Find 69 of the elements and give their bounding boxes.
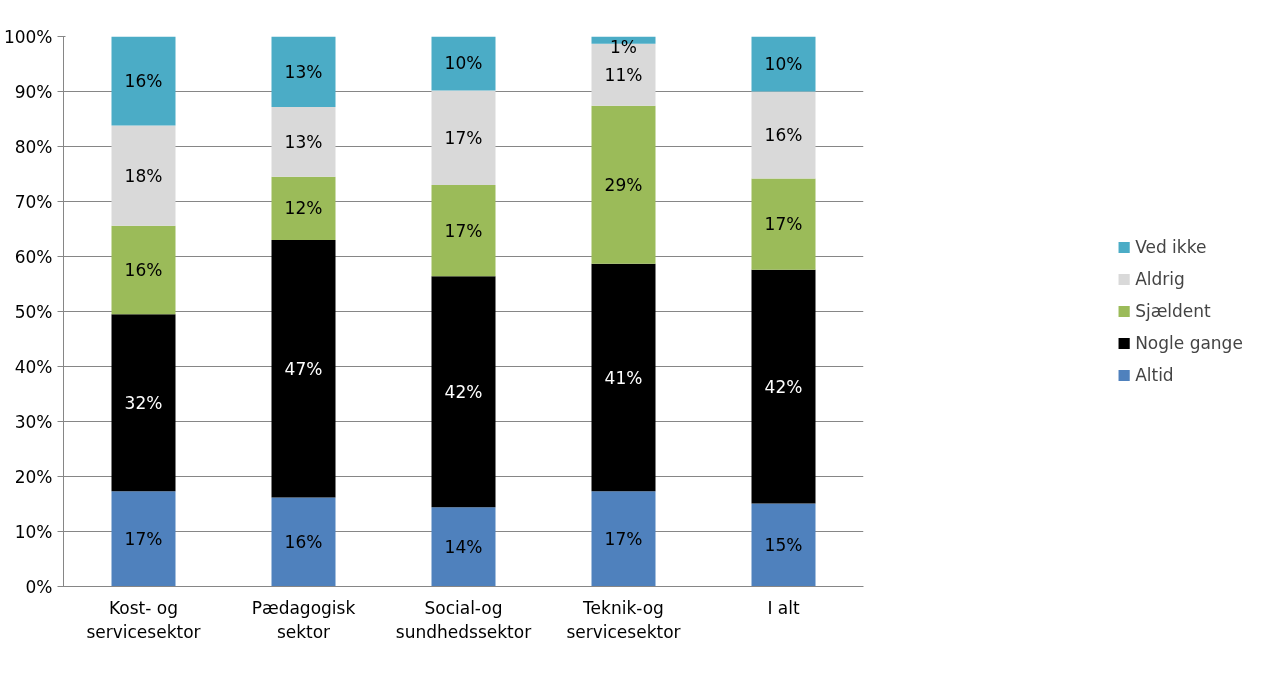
bar (271, 240, 336, 498)
bar (111, 125, 176, 226)
data-label: 16% (124, 259, 163, 280)
data-label: 1% (610, 36, 637, 57)
x-tick-label: Teknik-og servicesektor (566, 597, 681, 642)
y-tick-label: 30% (14, 411, 53, 432)
y-tick-label: 20% (14, 466, 53, 487)
bar (271, 36, 336, 107)
data-label: 18% (124, 165, 163, 186)
data-label: 42% (444, 381, 483, 402)
data-label: 10% (764, 54, 803, 74)
data-label: 17% (124, 528, 163, 549)
bar (751, 36, 816, 92)
y-tick-label: 10% (14, 521, 53, 542)
x-tick-label: Pædagogisk sektor (251, 597, 356, 642)
legend-label: Sjældent (1135, 301, 1211, 321)
bar (271, 106, 336, 177)
data-label: 13% (284, 131, 323, 152)
data-label: 17% (604, 528, 643, 549)
legend-label: Altid (1135, 365, 1174, 385)
bar (111, 36, 176, 126)
bar (431, 185, 496, 277)
y-tick-label: 50% (14, 301, 53, 322)
bar (271, 176, 336, 240)
bar (431, 276, 496, 508)
data-label: 42% (764, 376, 803, 397)
x-tick-label: Kost- og servicesektor (86, 597, 201, 642)
data-label: 17% (444, 127, 483, 148)
y-tick-label: 90% (14, 81, 53, 102)
bar (111, 491, 176, 587)
data-label: 14% (444, 536, 483, 557)
data-label: 11% (604, 64, 643, 85)
data-label: 29% (604, 174, 643, 195)
bar (751, 178, 816, 270)
bar (751, 91, 816, 179)
y-tick-label: 80% (14, 136, 53, 157)
bar (271, 497, 336, 587)
data-label: 16% (764, 124, 803, 145)
bar (431, 36, 496, 91)
legend-label: Aldrig (1135, 269, 1185, 289)
bar (431, 507, 496, 587)
y-tick-label: 60% (14, 246, 53, 267)
data-label: 10% (444, 53, 483, 74)
y-tick-label: 100% (3, 26, 53, 47)
legend-label: Ved ikke (1135, 237, 1207, 257)
bar (591, 263, 656, 492)
data-label: 47% (284, 358, 323, 379)
x-tick-label: I alt (767, 597, 800, 618)
data-label: 17% (764, 214, 803, 235)
x-tick-label: Social-og sundhedssektor (395, 597, 532, 642)
data-label: 16% (124, 71, 163, 92)
data-label: 41% (604, 367, 643, 388)
legend-label: Nogle gange (1135, 333, 1243, 353)
data-label: 13% (284, 61, 323, 82)
bar (111, 225, 176, 315)
bar (751, 503, 816, 587)
y-tick-label: 0% (25, 576, 53, 597)
y-tick-label: 40% (14, 356, 53, 377)
y-tick-label: 70% (14, 191, 53, 212)
data-label: 32% (124, 392, 163, 413)
data-label: 12% (284, 198, 323, 219)
bar (591, 491, 656, 587)
bar (431, 90, 496, 185)
bar (751, 269, 816, 504)
data-label: 17% (444, 220, 483, 241)
bar (111, 314, 176, 492)
data-label: 15% (764, 534, 803, 555)
data-label: 16% (284, 531, 323, 552)
bar (591, 105, 656, 264)
